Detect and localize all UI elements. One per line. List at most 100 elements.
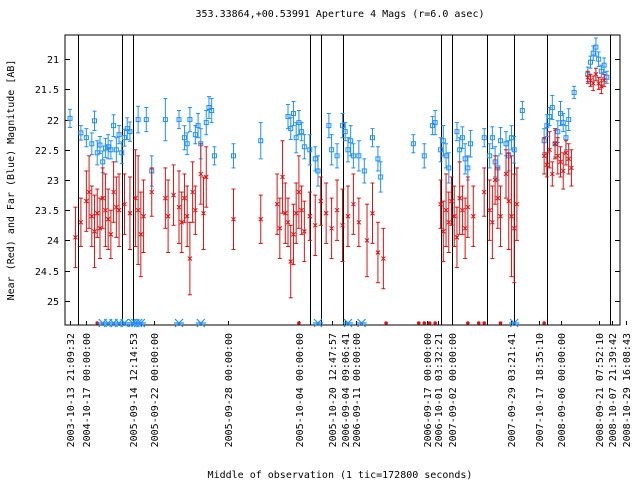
data-point xyxy=(108,140,114,160)
point-marker xyxy=(288,259,294,264)
data-point xyxy=(201,176,206,250)
data-point xyxy=(192,185,198,235)
data-point xyxy=(443,173,449,247)
data-point xyxy=(563,140,569,166)
data-point xyxy=(511,173,517,284)
point-marker xyxy=(122,135,127,141)
point-marker xyxy=(598,68,604,74)
point-marker xyxy=(176,117,182,123)
point-marker xyxy=(89,141,95,147)
point-marker xyxy=(231,216,236,222)
point-marker xyxy=(94,210,100,216)
data-point xyxy=(446,191,452,253)
data-point xyxy=(449,176,454,226)
point-marker xyxy=(326,123,332,129)
data-point xyxy=(116,125,122,145)
point-marker xyxy=(124,126,130,132)
point-marker xyxy=(552,141,558,147)
data-point xyxy=(122,128,127,147)
point-marker xyxy=(601,62,607,68)
data-point xyxy=(108,209,114,260)
data-point xyxy=(277,197,283,260)
point-marker xyxy=(280,174,285,180)
point-marker xyxy=(370,210,375,216)
data-point xyxy=(163,167,168,229)
point-marker xyxy=(345,147,351,153)
x-tick-label: 2004-10-17 00:00:00 xyxy=(82,333,93,447)
point-marker xyxy=(555,129,561,135)
point-marker xyxy=(329,147,335,153)
point-marker xyxy=(549,105,555,110)
point-marker xyxy=(282,210,288,216)
data-point xyxy=(446,152,452,184)
point-marker xyxy=(593,44,599,50)
data-point xyxy=(541,137,547,175)
data-point xyxy=(552,128,558,160)
point-marker xyxy=(544,162,550,168)
data-point xyxy=(555,137,561,175)
data-point xyxy=(410,134,416,154)
data-point xyxy=(593,37,599,57)
point-marker xyxy=(111,123,117,129)
data-point xyxy=(293,122,299,154)
data-point xyxy=(86,155,92,229)
data-point xyxy=(454,206,460,269)
point-marker xyxy=(511,225,517,231)
point-marker xyxy=(443,207,449,213)
data-point xyxy=(438,137,444,163)
point-marker xyxy=(487,207,493,213)
data-point xyxy=(111,114,117,137)
x-tick-label: 2008-10-07 21:39:42 xyxy=(608,333,619,447)
point-marker xyxy=(105,144,111,150)
data-point xyxy=(495,167,501,229)
data-point xyxy=(459,126,465,150)
data-point xyxy=(571,85,577,99)
point-marker xyxy=(566,156,572,162)
data-point xyxy=(506,152,512,250)
data-point xyxy=(94,140,100,166)
point-marker xyxy=(429,123,435,129)
data-point xyxy=(350,143,356,169)
bottom-star-marker xyxy=(195,318,206,328)
data-point xyxy=(601,73,607,87)
data-point xyxy=(78,125,84,141)
point-marker xyxy=(563,150,569,156)
data-point xyxy=(290,100,296,127)
point-marker xyxy=(67,115,73,121)
data-point xyxy=(375,221,381,284)
point-marker xyxy=(301,229,307,234)
data-point xyxy=(307,134,313,166)
data-point xyxy=(490,185,495,260)
point-marker xyxy=(555,153,561,159)
point-marker xyxy=(503,141,509,147)
data-point xyxy=(547,131,552,169)
point-marker xyxy=(465,204,471,210)
bottom-star-marker xyxy=(135,318,146,328)
point-marker xyxy=(519,108,525,114)
data-point xyxy=(323,182,329,244)
point-marker xyxy=(329,225,334,231)
point-marker xyxy=(277,225,283,231)
point-marker xyxy=(73,235,78,240)
y-tick-label: 21 xyxy=(47,55,59,66)
chart-title: 353.33864,+00.53991 Aperture 4 Mags (r=6… xyxy=(196,9,485,20)
point-marker xyxy=(381,256,386,261)
point-marker xyxy=(509,213,514,219)
bottom-star-marker xyxy=(312,318,323,328)
point-marker xyxy=(192,207,198,213)
data-point xyxy=(190,161,195,223)
bottom-dot-marker xyxy=(384,321,388,325)
point-marker xyxy=(171,192,176,198)
data-point xyxy=(348,125,354,157)
point-marker xyxy=(258,216,264,222)
data-point xyxy=(198,143,204,205)
data-point xyxy=(116,173,122,247)
data-point xyxy=(460,185,465,235)
x-tick-label: 2005-09-28 00:00:00 xyxy=(224,333,235,447)
data-point xyxy=(340,188,345,263)
data-point xyxy=(83,128,89,148)
data-point xyxy=(599,78,604,95)
point-marker xyxy=(163,195,168,201)
data-point xyxy=(590,75,596,92)
point-marker xyxy=(481,135,487,141)
